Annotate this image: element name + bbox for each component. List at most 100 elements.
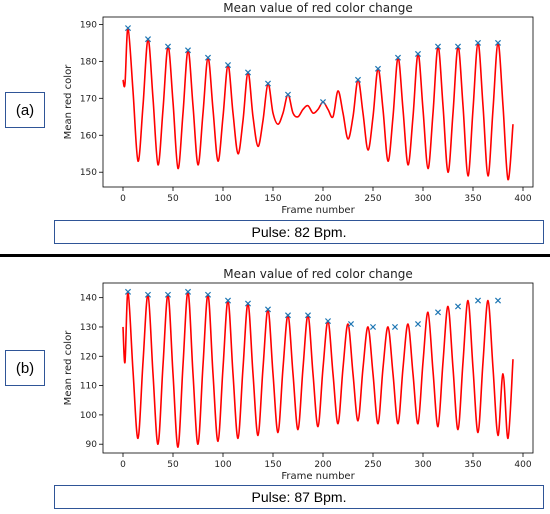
- peak-marker: [434, 309, 442, 316]
- peak-marker-stroke: [144, 291, 152, 298]
- peak-marker: [284, 91, 292, 98]
- peak-marker: [454, 43, 462, 50]
- peak-marker-stroke: [184, 47, 192, 54]
- x-tick-label: 400: [514, 460, 531, 470]
- peak-marker-stroke: [414, 321, 422, 328]
- peak-marker: [144, 291, 152, 298]
- peak-marker-stroke: [319, 98, 327, 106]
- y-tick-label: 110: [80, 382, 97, 392]
- peak-marker-stroke: [124, 288, 132, 295]
- x-tick-label: 0: [120, 194, 126, 204]
- peak-marker: [324, 318, 332, 325]
- x-tick-label: 250: [364, 194, 381, 204]
- peak-marker: [164, 43, 172, 50]
- y-axis-label: Mean red color: [63, 330, 74, 406]
- plot-frame: [102, 282, 534, 454]
- peak-marker-stroke: [454, 303, 462, 310]
- peak-marker-stroke: [369, 323, 377, 330]
- y-tick-label: 150: [80, 168, 97, 178]
- peak-marker: [474, 39, 482, 46]
- y-tick-label: 170: [80, 94, 97, 104]
- peak-marker: [374, 65, 382, 72]
- peak-marker-stroke: [304, 312, 312, 319]
- peak-marker-stroke: [164, 43, 172, 50]
- panel-a-pulse-box: Pulse: 82 Bpm.: [54, 220, 544, 244]
- chart-title: Mean value of red color change: [223, 267, 413, 281]
- peak-marker-stroke: [374, 65, 382, 72]
- x-tick-label: 100: [214, 460, 231, 470]
- panel-a-label: (a): [5, 92, 45, 128]
- peak-marker: [494, 297, 502, 304]
- peak-marker-stroke: [164, 291, 172, 298]
- x-tick-label: 0: [120, 460, 126, 470]
- peak-marker: [264, 306, 272, 313]
- peak-marker: [354, 76, 362, 83]
- peak-marker-stroke: [224, 297, 232, 304]
- peak-marker: [391, 323, 399, 330]
- panel-b-pulse-box: Pulse: 87 Bpm.: [54, 485, 544, 509]
- peak-marker: [304, 312, 312, 319]
- peak-marker: [144, 36, 152, 43]
- peak-marker-stroke: [474, 297, 482, 304]
- x-tick-label: 150: [264, 194, 281, 204]
- x-tick-label: 300: [414, 194, 431, 204]
- peak-marker-stroke: [224, 62, 232, 69]
- peak-marker: [454, 303, 462, 310]
- x-tick-label: 350: [464, 194, 481, 204]
- peak-marker-stroke: [144, 36, 152, 43]
- peak-marker: [244, 300, 252, 307]
- peak-marker: [204, 291, 212, 298]
- x-tick-label: 400: [514, 194, 531, 204]
- peak-marker: [184, 288, 192, 295]
- peak-marker-stroke: [264, 306, 272, 313]
- peak-marker: [204, 54, 212, 61]
- peak-marker: [319, 98, 327, 106]
- peak-marker-stroke: [284, 312, 292, 319]
- chart-b: Mean value of red color change 0 50 100 150 2…: [63, 267, 534, 480]
- peak-marker-stroke: [204, 291, 212, 298]
- x-tick-label: 50: [167, 460, 179, 470]
- peak-marker-stroke: [454, 43, 462, 50]
- x-tick-label: 250: [364, 460, 381, 470]
- peak-marker: [264, 80, 272, 87]
- peak-marker: [224, 62, 232, 69]
- peak-marker-stroke: [244, 300, 252, 307]
- peak-marker-stroke: [347, 321, 355, 328]
- peak-marker-stroke: [284, 91, 292, 98]
- y-tick-label: 190: [80, 20, 97, 30]
- peak-marker-stroke: [434, 309, 442, 316]
- y-axis-label: Mean red color: [63, 64, 74, 140]
- y-tick-label: 160: [80, 131, 97, 141]
- peak-marker-stroke: [391, 323, 399, 330]
- peak-marker: [414, 321, 422, 328]
- peak-marker: [414, 50, 422, 57]
- y-tick-label: 140: [80, 294, 97, 304]
- peak-marker: [434, 43, 442, 50]
- x-tick-label: 300: [414, 460, 431, 470]
- y-tick-label: 180: [80, 57, 97, 67]
- peak-marker-stroke: [184, 288, 192, 295]
- peak-marker-stroke: [474, 39, 482, 46]
- peak-marker-stroke: [434, 43, 442, 50]
- peak-marker-stroke: [394, 54, 402, 61]
- x-tick-label: 100: [214, 194, 231, 204]
- peak-marker: [184, 47, 192, 54]
- plot-frame: [102, 16, 534, 188]
- peak-marker: [244, 69, 252, 76]
- peak-marker: [124, 25, 132, 32]
- chart-a: Mean value of red color change 0 50 100 150 2…: [63, 1, 534, 215]
- peak-marker: [494, 39, 502, 46]
- x-axis-label: Frame number: [281, 471, 355, 480]
- x-tick-label: 200: [314, 460, 331, 470]
- peak-marker-stroke: [204, 54, 212, 61]
- x-tick-label: 50: [167, 194, 179, 204]
- peak-marker-stroke: [414, 50, 422, 57]
- peak-marker-stroke: [494, 39, 502, 46]
- series-line: [122, 290, 514, 448]
- y-tick-label: 120: [80, 352, 97, 362]
- y-tick-label: 100: [80, 411, 97, 421]
- peak-marker-stroke: [324, 318, 332, 325]
- peak-marker-stroke: [124, 25, 132, 32]
- peak-marker: [394, 54, 402, 61]
- series-line: [122, 27, 514, 181]
